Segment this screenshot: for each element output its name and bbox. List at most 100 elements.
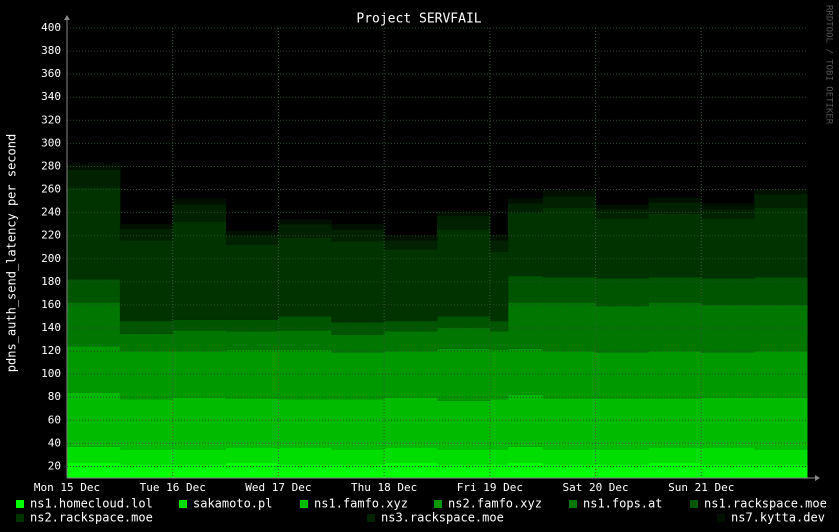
area-segment <box>701 209 755 219</box>
axis-arrow <box>815 475 820 481</box>
area-segment <box>384 397 438 448</box>
area-segment <box>437 229 491 317</box>
area-segment <box>67 446 121 463</box>
area-segment <box>225 398 279 448</box>
area-segment <box>119 351 174 400</box>
area-segment <box>437 464 491 478</box>
area-segment <box>119 224 174 229</box>
area-segment <box>384 351 438 398</box>
area-segment <box>595 306 649 353</box>
area-segment <box>225 349 279 399</box>
area-segment <box>489 321 509 332</box>
area-segment <box>225 319 279 332</box>
area-segment <box>331 322 385 335</box>
area-segment <box>595 449 649 465</box>
axis-arrow <box>64 15 70 20</box>
y-tick-label: 80 <box>48 390 61 403</box>
area-segment <box>225 331 279 350</box>
x-tick-label: Mon 15 Dec <box>34 481 100 494</box>
legend-swatch <box>16 500 24 508</box>
area-segment <box>542 302 597 352</box>
area-segment <box>331 449 385 465</box>
area-segment <box>595 204 649 210</box>
chart-title: Project SERVFAIL <box>356 12 481 27</box>
area-segment <box>701 304 755 353</box>
area-segment <box>119 321 174 334</box>
area-segment <box>278 316 332 331</box>
area-segment <box>172 330 227 352</box>
x-tick-label: Fri 19 Dec <box>457 481 523 494</box>
area-segment <box>172 198 227 205</box>
legend-text: ns3.rackspace.moe <box>381 511 504 525</box>
area-segment <box>595 464 649 478</box>
area-segment <box>542 208 597 278</box>
area-segment <box>489 399 509 450</box>
area-segment <box>67 302 121 347</box>
area-segment <box>542 196 597 208</box>
plot-area <box>67 164 808 478</box>
area-segment <box>278 349 332 400</box>
area-segment <box>384 249 438 322</box>
legend-swatch <box>367 514 375 522</box>
area-segment <box>172 464 227 478</box>
area-segment <box>278 238 332 317</box>
area-segment <box>648 463 702 478</box>
y-tick-label: 160 <box>41 298 61 311</box>
area-segment <box>701 218 755 279</box>
area-segment <box>437 348 491 401</box>
legend-text: ns2.rackspace.moe <box>30 511 153 525</box>
area-segment <box>595 218 649 279</box>
legend-text: sakamoto.pl <box>193 497 272 511</box>
area-segment <box>331 229 385 242</box>
area-segment <box>67 187 121 280</box>
area-segment <box>648 398 702 448</box>
area-segment <box>648 213 702 278</box>
area-segment <box>119 228 174 241</box>
area-segment <box>119 399 174 450</box>
area-segment <box>225 244 279 320</box>
area-segment <box>489 251 509 322</box>
area-segment <box>754 397 808 450</box>
legend-text: ns2.famfo.xyz <box>448 497 542 511</box>
area-segment <box>225 448 279 463</box>
y-tick-label: 40 <box>48 436 61 449</box>
area-segment <box>701 278 755 305</box>
area-segment <box>331 464 385 478</box>
area-segment <box>542 464 597 478</box>
area-segment <box>595 398 649 450</box>
legend-text: ns1.rackspace.moe <box>704 497 827 511</box>
area-segment <box>701 352 755 398</box>
area-segment <box>507 276 544 303</box>
area-segment <box>595 209 649 219</box>
x-tick-label: Sat 20 Dec <box>562 481 628 494</box>
area-segment <box>507 446 544 463</box>
area-segment <box>119 464 174 478</box>
area-segment <box>67 164 121 170</box>
legend-swatch <box>690 500 698 508</box>
legend-text: ns7.kytta.dev <box>731 511 825 525</box>
y-tick-label: 360 <box>41 67 61 80</box>
legend-swatch <box>179 500 187 508</box>
area-segment <box>119 333 174 352</box>
y-tick-label: 260 <box>41 183 61 196</box>
y-tick-label: 140 <box>41 321 61 334</box>
y-axis-label: pdns_auth_send_latency per second <box>5 134 19 372</box>
legend-swatch <box>300 500 308 508</box>
area-segment <box>507 198 544 204</box>
area-segment <box>701 397 755 448</box>
area-segment <box>489 240 509 252</box>
area-segment <box>67 346 121 393</box>
area-segment <box>507 212 544 277</box>
area-segment <box>437 400 491 450</box>
area-segment <box>172 449 227 465</box>
area-segment <box>172 397 227 450</box>
y-tick-label: 100 <box>41 367 61 380</box>
area-segment <box>67 463 121 478</box>
area-segment <box>384 235 438 241</box>
watermark: RRDTOOL / TOBI OETIKER <box>824 5 834 125</box>
y-tick-label: 300 <box>41 136 61 149</box>
y-tick-label: 180 <box>41 275 61 288</box>
area-segment <box>278 448 332 465</box>
